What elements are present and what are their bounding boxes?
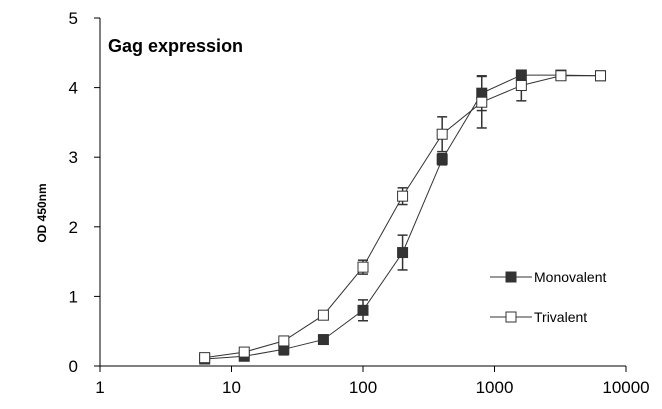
x-tick-label: 1 bbox=[95, 378, 104, 397]
series-layer bbox=[199, 69, 607, 365]
legend-item: Monovalent bbox=[490, 269, 606, 285]
chart-annotation: Gag expression bbox=[108, 36, 243, 56]
data-point bbox=[357, 261, 369, 273]
data-point bbox=[476, 96, 488, 108]
data-point bbox=[278, 335, 290, 347]
legend-item: Trivalent bbox=[490, 309, 587, 325]
series-trivalent bbox=[199, 69, 607, 364]
y-axis-ticks: 0 1 2 3 4 5 bbox=[69, 9, 100, 376]
data-point bbox=[436, 128, 448, 140]
y-tick-label: 1 bbox=[69, 287, 78, 306]
data-point bbox=[317, 334, 329, 346]
data-point bbox=[317, 309, 329, 321]
x-axis-ticks: 1 10 100 1000 10000 bbox=[95, 366, 650, 397]
legend-label: Monovalent bbox=[534, 269, 606, 285]
data-point bbox=[555, 70, 567, 82]
data-point bbox=[199, 352, 211, 364]
data-point bbox=[397, 247, 409, 259]
x-tick-label: 1000 bbox=[476, 378, 514, 397]
y-tick-label: 0 bbox=[69, 357, 78, 376]
x-tick-label: 10000 bbox=[602, 378, 649, 397]
x-tick-label: 10 bbox=[222, 378, 241, 397]
legend-marker bbox=[505, 271, 517, 283]
data-point bbox=[436, 153, 448, 165]
y-tick-label: 2 bbox=[69, 218, 78, 237]
x-tick-label: 100 bbox=[349, 378, 377, 397]
data-point bbox=[238, 346, 250, 358]
data-point bbox=[515, 80, 527, 92]
legend-marker bbox=[505, 311, 517, 323]
y-tick-label: 3 bbox=[69, 148, 78, 167]
y-tick-label: 5 bbox=[69, 9, 78, 28]
data-point bbox=[397, 190, 409, 202]
y-axis-label: OD 450nm bbox=[35, 183, 49, 242]
y-tick-label: 4 bbox=[69, 79, 78, 98]
data-point bbox=[595, 70, 607, 82]
legend-label: Trivalent bbox=[534, 309, 587, 325]
data-point bbox=[357, 304, 369, 316]
legend: Monovalent Trivalent bbox=[490, 269, 606, 325]
